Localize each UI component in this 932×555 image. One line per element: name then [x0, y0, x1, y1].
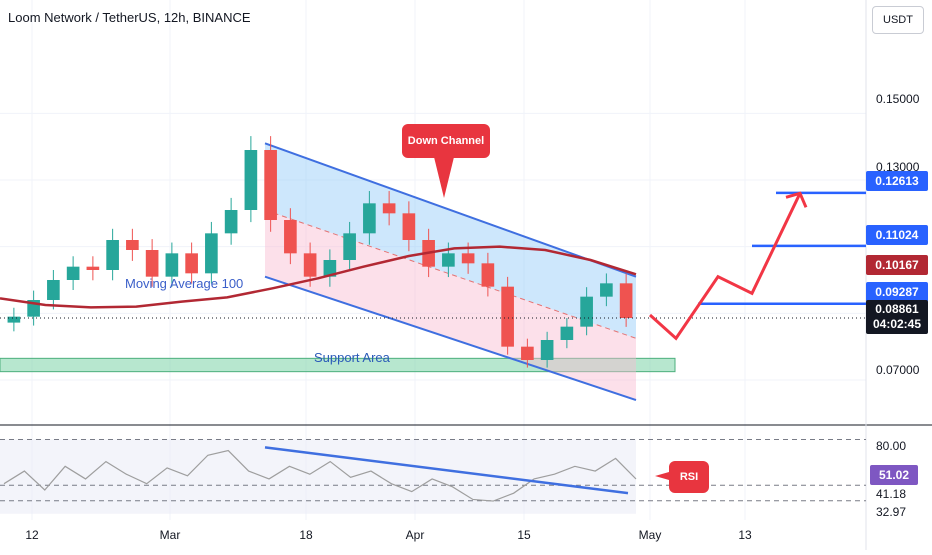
candle-body — [540, 340, 554, 360]
price-tick-label: 0.15000 — [876, 92, 920, 106]
rsi-tick-label: 80.00 — [876, 439, 907, 453]
rsi-tick-label: 32.97 — [876, 505, 907, 519]
candle-body — [47, 280, 60, 300]
channel-midline — [264, 209, 637, 339]
time-tick-label: 12 — [25, 528, 39, 542]
candle-body — [86, 266, 100, 270]
candle-body — [66, 266, 80, 280]
rsi-tick-label: 41.18 — [876, 487, 907, 501]
candle-body — [145, 250, 159, 277]
moving-average-label: Moving Average 100 — [125, 276, 244, 291]
candle-body — [481, 263, 495, 287]
rsi-current-tag: 51.02 — [870, 465, 918, 485]
chart-title: Loom Network / TetherUS, 12h, BINANCE — [8, 10, 251, 25]
last-price-value: 0.08861 — [875, 302, 919, 316]
support-area-label: Support Area — [314, 350, 390, 365]
time-tick-label: 15 — [517, 528, 531, 542]
candle-body — [323, 260, 337, 277]
rsi-trendline — [264, 446, 629, 495]
rsi-callout: RSI — [669, 461, 709, 493]
candle-body — [205, 233, 218, 274]
candle-body — [224, 210, 238, 234]
level-tag: 0.12613 — [866, 171, 928, 191]
candle-body — [343, 233, 356, 260]
channel-upper-fill — [265, 143, 636, 339]
time-tick-label: 18 — [299, 528, 313, 542]
projection-arrowhead — [785, 191, 808, 208]
candle-body — [244, 150, 258, 210]
time-tick-label: Apr — [405, 528, 425, 542]
candle-body — [461, 253, 475, 264]
candle-body — [501, 286, 514, 347]
candle-body — [382, 203, 396, 214]
level-tag: 0.09287 — [866, 282, 928, 302]
candle-body — [600, 283, 613, 297]
time-tick-label: May — [638, 528, 662, 542]
candle-body — [165, 253, 179, 277]
candle-body — [7, 316, 21, 323]
price-tick-label: 0.07000 — [876, 363, 920, 377]
candle-body — [442, 253, 455, 267]
candle-body — [402, 213, 416, 240]
support-area-band — [0, 357, 676, 373]
candle-body — [363, 203, 376, 234]
channel-lower-line — [264, 275, 637, 401]
candle-body — [560, 326, 574, 340]
candle-body — [580, 296, 593, 327]
rsi-callout-pointer — [655, 472, 669, 480]
price-tick-label: 0.13000 — [876, 160, 920, 174]
last-price-tag: 0.08861 04:02:45 — [866, 300, 928, 334]
candle-body — [521, 346, 534, 360]
candle-body — [185, 253, 198, 274]
time-tick-label: 13 — [738, 528, 752, 542]
candle-body — [619, 283, 633, 318]
candle-body — [106, 240, 119, 270]
rsi-band — [0, 439, 636, 514]
candle-body — [284, 220, 297, 254]
level-tag: 0.11024 — [866, 225, 928, 245]
candle-body — [303, 253, 317, 277]
bar-countdown: 04:02:45 — [872, 317, 922, 331]
moving-average-line — [0, 245, 637, 309]
down-channel-pointer — [434, 157, 454, 198]
projection-path — [648, 192, 802, 341]
currency-button[interactable]: USDT — [872, 6, 924, 34]
time-tick-label: Mar — [159, 528, 181, 542]
channel-upper-line — [264, 142, 637, 278]
candle-body — [126, 240, 139, 250]
down-channel-callout: Down Channel — [402, 124, 490, 158]
candle-body — [264, 150, 277, 220]
ma-value-tag: 0.10167 — [866, 255, 928, 275]
